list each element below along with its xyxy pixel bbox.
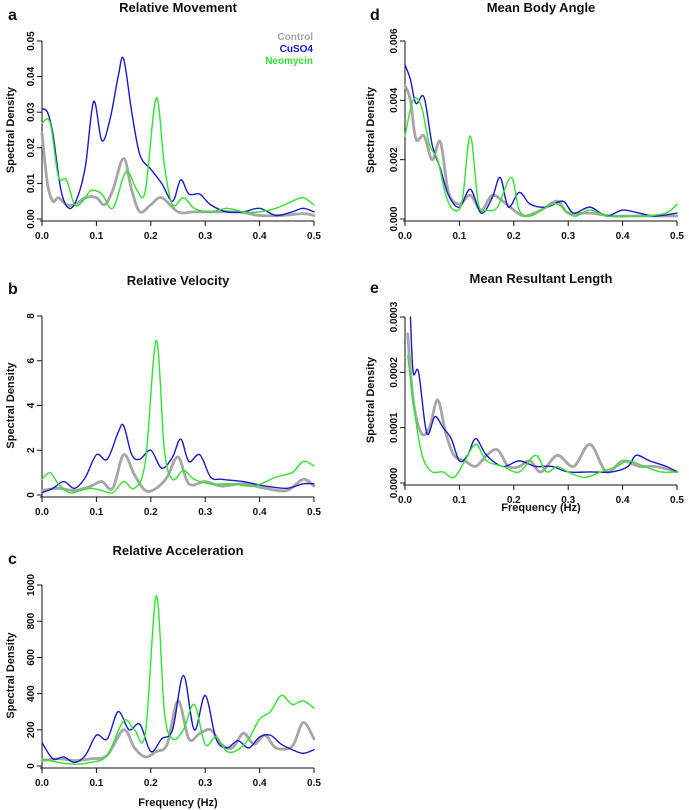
- x-tick-label-b: 0.5: [307, 507, 321, 518]
- axes-b: [40, 316, 314, 498]
- axes-e: [403, 317, 677, 486]
- x-tick-label-b: 0.3: [198, 507, 212, 518]
- x-tick-label-a: 0.0: [35, 231, 49, 242]
- y-tick-label-e: 0.0001: [389, 412, 400, 443]
- y-tick-label-a: 0.01: [26, 173, 37, 193]
- x-tick-label-a: 0.4: [253, 231, 267, 242]
- series-line-cuso4-b: [41, 423, 315, 494]
- panel-letter-e: e: [370, 280, 379, 297]
- x-tick-label-c: 0.4: [253, 778, 267, 789]
- chart-title-a: Relative Movement: [119, 0, 237, 15]
- x-tick-label-c: 0.1: [89, 778, 103, 789]
- y-tick-label-c: 600: [26, 649, 37, 666]
- x-tick-label-a: 0.2: [144, 231, 158, 242]
- y-tick-label-b: 0: [26, 492, 37, 498]
- y-tick-label-c: 200: [26, 721, 37, 738]
- x-tick-label-a: 0.1: [89, 231, 103, 242]
- x-tick-label-e: 0.2: [507, 495, 521, 506]
- y-tick-label-a: 0.03: [26, 102, 37, 122]
- y-tick-label-a: 0.00: [26, 209, 37, 229]
- x-tick-label-d: 0.0: [398, 231, 412, 242]
- x-tick-label-d: 0.5: [670, 231, 684, 242]
- y-tick-label-c: 400: [26, 685, 37, 702]
- y-tick-label-a: 0.05: [26, 31, 37, 51]
- axes-d: [403, 41, 677, 222]
- series-line-neomycin-b: [41, 339, 315, 494]
- chart-title-c: Relative Acceleration: [112, 543, 243, 558]
- y-tick-label-d: 0.000: [389, 206, 400, 231]
- panel-b: b Relative Velocity Spectral Density 0 2 4 6 8 0…: [5, 273, 321, 518]
- y-tick-label-b: 4: [26, 402, 37, 408]
- series-line-cuso4-c: [41, 674, 315, 764]
- x-tick-label-c: 0.3: [198, 778, 212, 789]
- legend-control-label: Control: [277, 32, 313, 43]
- series-line-control-a: [40, 132, 316, 218]
- y-axis-label-d: Spectral Density: [365, 86, 377, 173]
- y-tick-label-c: 1000: [26, 573, 37, 596]
- legend-cuso4-label: CuSO4: [280, 44, 314, 55]
- x-tick-label-e: 0.3: [561, 495, 575, 506]
- x-axis-label-e: Frequency (Hz): [501, 502, 581, 514]
- legend: Control CuSO4 Neomycin: [265, 32, 313, 67]
- y-axis-label-c: Spectral Density: [5, 632, 17, 719]
- panel-letter-b: b: [8, 281, 18, 298]
- y-tick-label-b: 2: [26, 447, 37, 453]
- x-tick-label-b: 0.2: [144, 507, 158, 518]
- x-tick-label-b: 0.4: [253, 507, 267, 518]
- y-tick-label-c: 0: [26, 763, 37, 769]
- series-line-control-b: [40, 453, 316, 493]
- y-tick-label-d: 0.006: [389, 28, 400, 53]
- y-tick-label-e: 0.0000: [389, 467, 400, 498]
- y-tick-label-d: 0.002: [389, 147, 400, 172]
- series-line-neomycin-c: [41, 595, 315, 765]
- y-axis-label-a: Spectral Density: [5, 86, 17, 173]
- x-tick-label-d: 0.1: [452, 231, 466, 242]
- axes-c: [40, 585, 314, 769]
- series-line-neomycin-e: [407, 355, 678, 479]
- x-tick-label-e: 0.1: [452, 495, 466, 506]
- series-line-neomycin-d: [404, 97, 678, 218]
- x-tick-label-e: 0.4: [616, 495, 630, 506]
- legend-neomycin-label: Neomycin: [265, 56, 313, 67]
- y-tick-label-b: 8: [26, 313, 37, 319]
- panel-a: a Relative Movement Spectral Density 0.00 0.…: [5, 0, 321, 242]
- x-tick-label-d: 0.4: [616, 231, 630, 242]
- y-tick-label-e: 0.0003: [389, 301, 400, 332]
- series-line-control-c: [40, 699, 316, 762]
- y-tick-label-a: 0.02: [26, 138, 37, 158]
- y-tick-label-d: 0.004: [389, 87, 400, 112]
- y-tick-label-e: 0.0002: [389, 357, 400, 388]
- series-line-neomycin-a: [41, 97, 315, 214]
- y-tick-label-b: 6: [26, 358, 37, 364]
- y-axis-label-b: Spectral Density: [5, 362, 17, 449]
- y-tick-label-a: 0.04: [26, 66, 37, 86]
- panel-letter-a: a: [8, 7, 17, 24]
- x-tick-label-b: 0.1: [89, 507, 103, 518]
- axes-a: [40, 41, 314, 222]
- series-line-cuso4-a: [41, 56, 315, 217]
- x-tick-label-e: 0.0: [398, 495, 412, 506]
- y-axis-label-e: Spectral Density: [365, 356, 377, 443]
- y-tick-label-c: 800: [26, 612, 37, 629]
- x-axis-label-c: Frequency (Hz): [138, 797, 218, 809]
- chart-title-b: Relative Velocity: [127, 273, 230, 288]
- panel-c: c Relative Acceleration Spectral Density Fr…: [5, 543, 321, 809]
- x-tick-label-a: 0.5: [307, 231, 321, 242]
- x-tick-label-a: 0.3: [198, 231, 212, 242]
- x-tick-label-e: 0.5: [670, 495, 684, 506]
- panel-letter-c: c: [8, 551, 17, 568]
- chart-title-d: Mean Body Angle: [487, 0, 596, 15]
- panel-e: e Mean Resultant Length Spectral Density Fr…: [365, 271, 684, 514]
- x-tick-label-b: 0.0: [35, 507, 49, 518]
- x-tick-label-c: 0.0: [35, 778, 49, 789]
- x-tick-label-c: 0.2: [144, 778, 158, 789]
- x-tick-label-d: 0.3: [561, 231, 575, 242]
- x-tick-label-c: 0.5: [307, 778, 321, 789]
- series-line-control-e: [406, 332, 679, 474]
- chart-title-e: Mean Resultant Length: [469, 271, 612, 286]
- panel-letter-d: d: [370, 7, 380, 24]
- x-tick-label-d: 0.2: [507, 231, 521, 242]
